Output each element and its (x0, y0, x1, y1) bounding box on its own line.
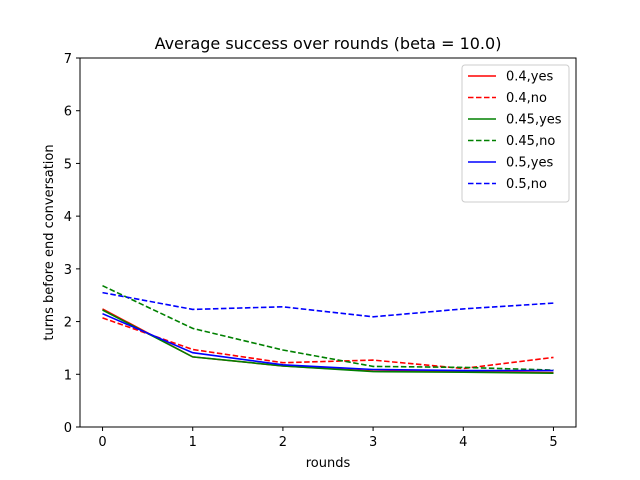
x-tick-label: 5 (549, 435, 557, 450)
series-line-2 (102, 309, 554, 374)
x-tick-label: 3 (369, 435, 377, 450)
x-axis-label: rounds (306, 456, 351, 471)
legend-label: 0.4,no (506, 91, 547, 106)
x-tick-label: 0 (98, 435, 106, 450)
legend-label: 0.4,yes (506, 70, 553, 85)
y-tick-label: 3 (64, 263, 72, 278)
chart-title: Average success over rounds (beta = 10.0… (155, 34, 502, 53)
series-line-5 (102, 291, 554, 318)
y-tick-label: 5 (64, 157, 72, 172)
y-tick-label: 7 (64, 52, 72, 67)
y-axis-label: turns before end conversation (42, 144, 57, 340)
x-tick-label: 1 (189, 435, 197, 450)
x-tick-label: 4 (459, 435, 467, 450)
x-tick-label: 2 (279, 435, 287, 450)
y-tick-label: 4 (64, 210, 72, 225)
y-tick-label: 0 (64, 421, 72, 436)
legend: 0.4,yes 0.4,no 0.45,yes 0.45,no 0.5,yes 0.5,n… (461, 64, 570, 203)
legend-label: 0.45,no (506, 134, 555, 149)
series-line-4 (102, 312, 554, 372)
series-line-3 (102, 284, 554, 371)
legend-label: 0.5,yes (506, 156, 553, 171)
y-tick-label: 2 (64, 316, 72, 331)
legend-label: 0.45,yes (506, 113, 562, 128)
legend-box (461, 64, 570, 203)
y-tick-label: 6 (64, 105, 72, 120)
x-axis: 0 1 2 3 4 5 (98, 427, 558, 450)
legend-label: 0.5,no (506, 177, 547, 192)
plot-frame (79, 57, 577, 428)
series-layer (102, 284, 554, 374)
y-axis: 0 1 2 3 4 5 6 7 (64, 52, 80, 436)
y-tick-label: 1 (64, 368, 72, 383)
